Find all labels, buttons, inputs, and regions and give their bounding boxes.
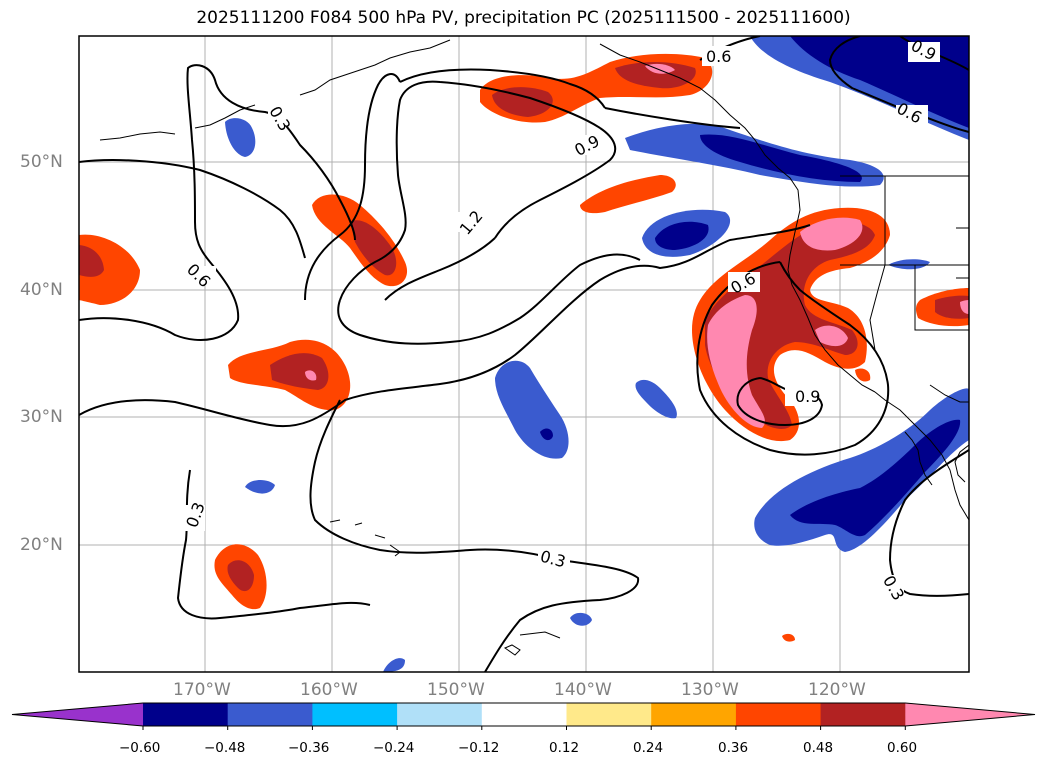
precip-positive-areas: [79, 53, 969, 642]
contour-1.2-d: [384, 237, 496, 301]
colorbar-swatch: [227, 703, 313, 726]
colorbar-tick-7: 0.24: [633, 740, 664, 756]
colorbar-tick-3: −0.36: [288, 740, 330, 756]
lon-label-130w: 130°W: [681, 680, 739, 700]
pink-spot-subtrop: [305, 370, 317, 381]
red-area-gulf-1: [492, 87, 553, 117]
pink-area-california-2: [800, 217, 863, 251]
red-area-south: [227, 560, 254, 592]
colorbar-tick-2: −0.48: [204, 740, 246, 756]
contour-0.6-west-2: [79, 159, 306, 259]
pv-contours: [79, 36, 969, 672]
colorbar: [11, 702, 1036, 730]
blue-area-center: [495, 360, 569, 459]
contour-1.2-b: [337, 253, 641, 345]
red-area-subtrop: [270, 353, 329, 390]
colorbar-swatch: [735, 703, 822, 726]
contour-label-4: 1.2: [456, 207, 487, 239]
lat-label-20n: 20°N: [20, 535, 63, 555]
lon-label-150w: 150°W: [427, 680, 485, 700]
colorbar-swatch: [651, 703, 737, 726]
lon-label-170w: 170°W: [173, 680, 231, 700]
contour-0.6-loop: [696, 261, 890, 456]
orange-spot-small-1: [782, 633, 795, 642]
contour-1.2: [339, 80, 601, 301]
colorbar-swatch: [566, 703, 652, 726]
lat-label-40n: 40°N: [20, 280, 63, 300]
navy-band-coast: [700, 134, 862, 182]
colorbar-tick-4: −0.24: [373, 740, 415, 756]
contour-0.9-c: [604, 107, 741, 129]
contour-label-6: 0.9: [795, 387, 820, 406]
contour-1.2-c: [494, 127, 617, 239]
colorbar-tick-9: 0.48: [803, 740, 834, 756]
navy-area-ne: [790, 36, 969, 128]
red-area-gulf-2: [615, 62, 696, 89]
blue-area-tiny-2: [570, 612, 592, 626]
colorbar-tick-6: 0.12: [549, 740, 580, 756]
map-frame: [78, 35, 970, 673]
colorbar-swatch: [481, 703, 567, 726]
contour-0.3-center: [309, 399, 640, 672]
contour-0.3-southeast: [888, 449, 969, 597]
red-area-east-edge: [935, 295, 969, 319]
blue-area-west: [225, 118, 256, 157]
colorbar-tick-5: −0.12: [458, 740, 500, 756]
blue-area-small: [635, 379, 677, 419]
colorbar-tick-10: 0.60: [887, 740, 918, 756]
contour-label-2: 0.6: [706, 47, 731, 66]
colorbar-extend-high: [905, 703, 1035, 726]
contour-0.9-b: [399, 68, 606, 109]
red-area-westcentral: [350, 220, 397, 276]
contour-label-5: 0.6: [183, 260, 214, 291]
coastlines: [99, 39, 969, 656]
red-area-west-edge: [79, 245, 104, 277]
contour-0.6-west: [79, 64, 356, 341]
colorbar-tick-1: −0.60: [119, 740, 161, 756]
lon-label-140w: 140°W: [554, 680, 612, 700]
pink-spot-east-edge: [960, 300, 969, 314]
contour-0.9: [304, 73, 401, 301]
lat-label-30n: 30°N: [20, 407, 63, 427]
contour-0.3-southwest: [176, 469, 371, 620]
colorbar-tick-8: 0.36: [718, 740, 749, 756]
orange-area-midatl-strip: [580, 175, 676, 214]
blue-area-tiny-4: [888, 259, 930, 270]
lon-label-120w: 120°W: [808, 680, 866, 700]
colorbar-swatch: [820, 703, 906, 726]
lat-label-50n: 50°N: [20, 152, 63, 172]
colorbar-extend-low: [12, 703, 143, 726]
blue-area-tiny-1: [245, 479, 275, 494]
colorbar-swatch: [143, 703, 229, 726]
colorbar-swatch: [312, 703, 398, 726]
pink-area-california-3: [815, 325, 848, 347]
pink-spot-gulf: [645, 63, 675, 74]
orange-spot-small-2: [855, 368, 871, 382]
blue-area-tiny-3: [383, 658, 405, 672]
pink-area-california-1: [707, 295, 765, 428]
navy-area-midatl: [655, 221, 709, 250]
navy-spot-center: [540, 428, 553, 441]
contour-0.3-west: [79, 224, 811, 428]
lon-label-160w: 160°W: [300, 680, 358, 700]
colorbar-swatch: [397, 703, 483, 726]
map-title: 2025111200 F084 500 hPa PV, precipitatio…: [196, 8, 851, 28]
